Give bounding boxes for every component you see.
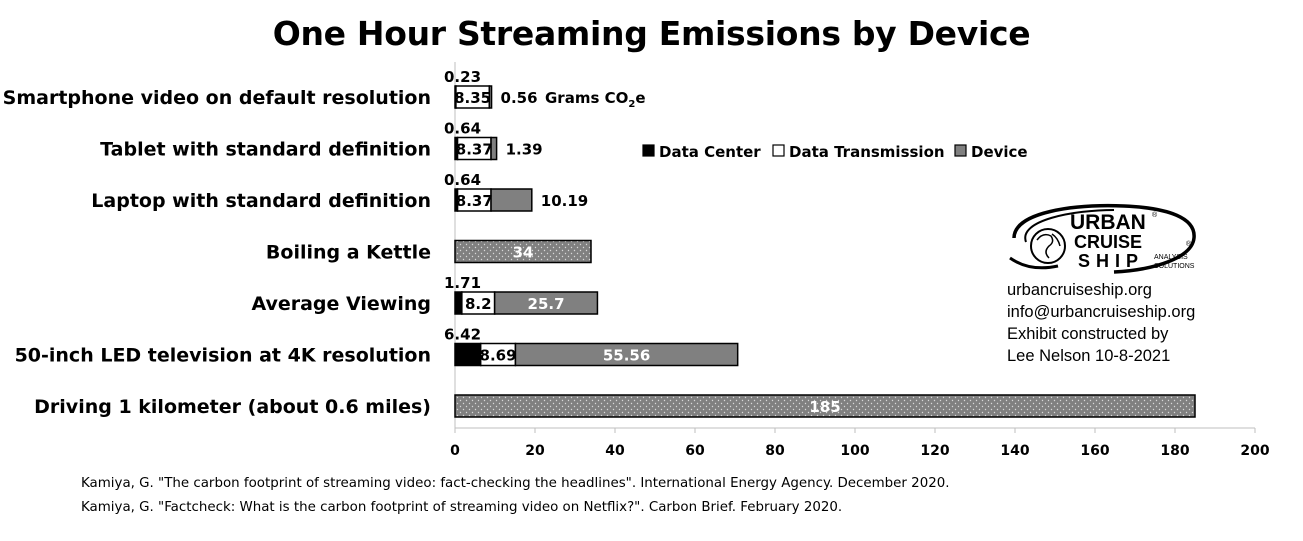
legend-swatch <box>954 144 967 157</box>
svg-text:®: ® <box>1152 211 1158 219</box>
data-transmission-value-label: 8.37 <box>456 192 493 210</box>
credit-line-2: Lee Nelson 10-8-2021 <box>1007 347 1171 365</box>
bar-segment-device <box>490 188 533 212</box>
credit-line-1: Exhibit constructed by <box>1007 325 1169 343</box>
data-center-value-label: 0.23 <box>444 68 481 86</box>
legend-swatch <box>642 144 655 157</box>
device-value-label: 0.56 <box>501 89 538 107</box>
legend-label: Data Transmission <box>789 143 945 161</box>
data-center-value-label: 0.64 <box>444 171 481 189</box>
reference-value-label: 34 <box>513 244 534 262</box>
device-value-label: 55.56 <box>603 347 650 365</box>
svg-text:®: ® <box>1186 240 1192 248</box>
email-text: info@urbancruiseship.org <box>1007 303 1196 321</box>
category-label: 50-inch LED television at 4K resolution <box>15 345 431 367</box>
x-tick-label: 60 <box>685 443 705 459</box>
data-transmission-value-label: 8.37 <box>456 141 493 159</box>
x-tick-label: 200 <box>1240 443 1269 459</box>
data-transmission-value-label: 8.35 <box>454 89 491 107</box>
category-label: Tablet with standard definition <box>100 139 431 161</box>
category-label: Driving 1 kilometer (about 0.6 miles) <box>34 396 431 418</box>
svg-text:CRUISE: CRUISE <box>1074 232 1142 252</box>
x-tick-label: 20 <box>525 443 545 459</box>
x-tick-label: 120 <box>920 443 949 459</box>
bar-segment-data-center <box>454 342 482 367</box>
x-tick-label: 160 <box>1080 443 1109 459</box>
data-center-value-label: 0.64 <box>444 120 481 138</box>
device-value-label: 10.19 <box>541 192 588 210</box>
svg-text:URBAN: URBAN <box>1070 211 1146 234</box>
urbancruiseship-logo: URBAN CRUISE SHIP ANALYSIS SOLUTIONS ® ® <box>1009 203 1196 274</box>
svg-text:SOLUTIONS: SOLUTIONS <box>1154 263 1195 270</box>
x-tick-label: 80 <box>765 443 785 459</box>
category-label: Average Viewing <box>251 293 431 315</box>
bar-segment-device <box>488 85 493 109</box>
svg-text:SHIP: SHIP <box>1078 251 1144 271</box>
x-tick-label: 140 <box>1000 443 1029 459</box>
contact-block: urbancruiseship.org info@urbancruiseship… <box>1007 279 1195 367</box>
reference-bar <box>454 394 1196 418</box>
x-tick-label: 0 <box>450 443 460 459</box>
x-tick-label: 180 <box>1160 443 1189 459</box>
bar-segment-device <box>514 342 739 367</box>
source-2: Kamiya, G. "Factcheck: What is the carbo… <box>81 500 843 515</box>
sources: Kamiya, G. "The carbon footprint of stre… <box>81 472 950 520</box>
units-label: Grams CO2e <box>545 89 646 110</box>
reference-value-label: 185 <box>809 398 840 416</box>
website-text: urbancruiseship.org <box>1007 281 1152 299</box>
svg-text:ANALYSIS: ANALYSIS <box>1154 254 1188 261</box>
x-tick-label: 100 <box>840 443 869 459</box>
category-label: Laptop with standard definition <box>91 190 431 212</box>
legend-label: Data Center <box>659 143 761 161</box>
data-center-value-label: 6.42 <box>444 326 481 344</box>
source-1: Kamiya, G. "The carbon footprint of stre… <box>81 476 950 491</box>
category-label: Smartphone video on default resolution <box>3 87 431 109</box>
x-tick-label: 40 <box>605 443 625 459</box>
data-transmission-value-label: 8.69 <box>480 347 517 365</box>
category-label: Boiling a Kettle <box>266 242 431 264</box>
chart-title: One Hour Streaming Emissions by Device <box>272 14 1031 53</box>
bar-segment-data-center <box>454 291 463 315</box>
bar-segment-device <box>493 291 599 315</box>
data-transmission-value-label: 8.2 <box>465 295 492 313</box>
reference-bar <box>454 239 592 264</box>
device-value-label: 1.39 <box>506 141 543 159</box>
legend-label: Device <box>971 143 1028 161</box>
device-value-label: 25.7 <box>528 295 565 313</box>
data-center-value-label: 1.71 <box>444 274 481 292</box>
legend-swatch <box>772 144 785 157</box>
bar-segment-device <box>490 136 498 161</box>
